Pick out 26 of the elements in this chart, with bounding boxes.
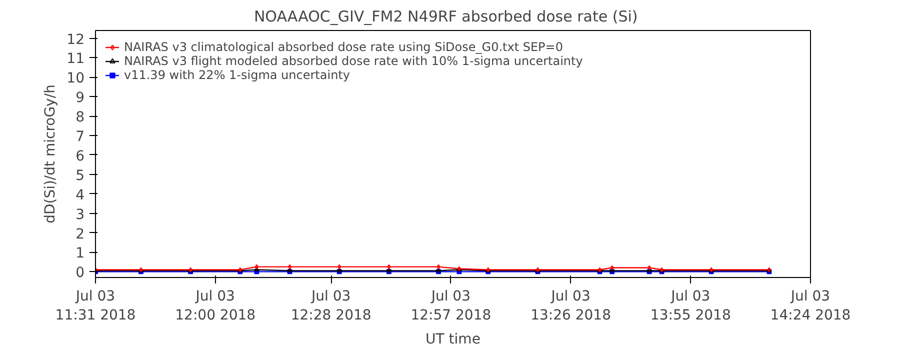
y-tick-label: 10 — [66, 70, 85, 87]
y-tick-label: 9 — [76, 90, 85, 106]
y-tick-label: 12 — [66, 32, 85, 48]
x-tick-label: Jul 03 12:28 2018 — [290, 288, 372, 324]
legend-label: NAIRAS v3 flight modeled absorbed dose rate with 10% 1-sigma uncertainty — [124, 54, 583, 68]
x-tick-label: Jul 03 14:24 2018 — [770, 288, 851, 324]
y-tick-label: 2 — [76, 226, 85, 242]
x-tick-label: Jul 03 12:57 2018 — [410, 288, 492, 324]
legend-label: NAIRAS v3 climatological absorbed dose rate using SiDose_G0.txt SEP=0 — [124, 40, 563, 54]
y-tick-label: 8 — [76, 110, 85, 126]
y-tick-label: 11 — [66, 51, 85, 68]
legend-label: v11.39 with 22% 1-sigma uncertainty — [124, 68, 350, 82]
x-tick-label: Jul 03 12:00 2018 — [175, 288, 256, 324]
y-tick-label: 7 — [76, 129, 85, 146]
x-tick-label: Jul 03 11:31 2018 — [55, 288, 136, 324]
chart-title: NOAAAOC_GIV_FM2 N49RF absorbed dose rate (Si) — [254, 8, 638, 26]
x-axis-title: UT time — [426, 332, 480, 348]
y-axis-title: dD(Si)/dt microGy/h — [42, 84, 59, 224]
y-tick-label: 5 — [76, 168, 85, 184]
x-tick-label: Jul 03 13:55 2018 — [650, 288, 731, 324]
y-tick-label: 0 — [76, 265, 85, 282]
y-tick-label: 4 — [76, 187, 85, 204]
y-tick-label: 6 — [76, 148, 85, 164]
y-tick-label: 3 — [76, 206, 85, 223]
x-tick-label: Jul 03 13:26 2018 — [530, 288, 612, 324]
y-tick-label: 1 — [76, 246, 85, 262]
